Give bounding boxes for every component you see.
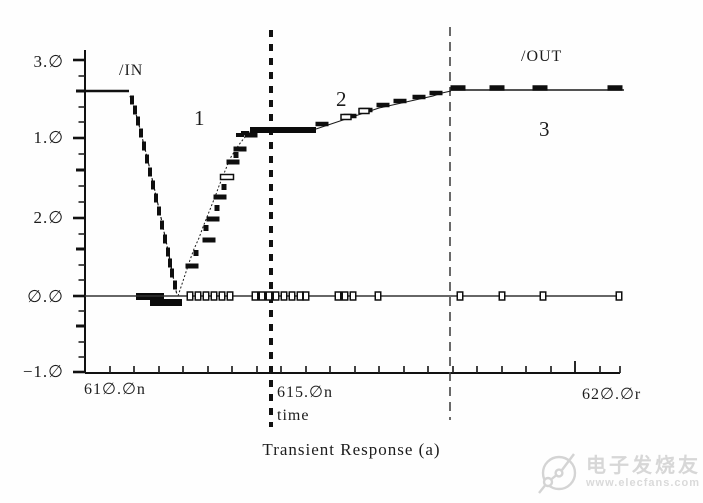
series-in-marker bbox=[170, 268, 174, 278]
region-label-3: 3 bbox=[539, 117, 551, 141]
series-in-marker bbox=[136, 116, 140, 126]
series-in-marker bbox=[139, 128, 143, 138]
baseline-square-marker bbox=[341, 291, 349, 301]
baseline-square-marker bbox=[280, 291, 288, 301]
series-out-marker bbox=[236, 133, 244, 137]
y-tick-label: 3.∅ bbox=[33, 52, 64, 71]
baseline-square-marker bbox=[258, 291, 266, 301]
series-out-square-marker bbox=[193, 250, 199, 256]
baseline-square-marker bbox=[296, 291, 304, 301]
series-in-marker bbox=[154, 193, 158, 203]
series-out-square-marker bbox=[233, 152, 239, 158]
series-out-open-marker bbox=[219, 173, 235, 181]
series-out-square-marker bbox=[203, 225, 209, 231]
series-out-marker bbox=[393, 98, 407, 104]
baseline-square-marker bbox=[265, 291, 273, 301]
series-out-plateau bbox=[250, 127, 316, 133]
baseline-square-marker bbox=[194, 291, 202, 301]
series-out-marker bbox=[489, 85, 505, 91]
baseline-square-marker bbox=[615, 291, 623, 301]
series-out-marker bbox=[607, 85, 623, 91]
baseline-square-marker bbox=[374, 291, 382, 301]
baseline-square-marker bbox=[302, 291, 310, 301]
baseline-square-marker bbox=[334, 291, 342, 301]
baseline-square-marker bbox=[186, 291, 194, 301]
series-in-marker bbox=[145, 154, 149, 164]
series-out-square-marker bbox=[221, 184, 227, 190]
series-out-marker bbox=[450, 85, 466, 91]
elecfans-logo-icon bbox=[538, 453, 577, 494]
y-tick-label: 2.∅ bbox=[33, 208, 64, 227]
series-out-marker bbox=[241, 131, 249, 135]
region-label-1: 1 bbox=[194, 106, 206, 130]
series-out-marker bbox=[412, 94, 426, 100]
baseline-square-marker bbox=[210, 291, 218, 301]
baseline-square-marker bbox=[288, 291, 296, 301]
series-in-marker bbox=[160, 220, 164, 230]
x-axis-title: time bbox=[277, 407, 310, 424]
chart-title: Transient Response (a) bbox=[262, 440, 441, 459]
series-out-square-marker bbox=[214, 205, 220, 211]
series-in-marker bbox=[157, 206, 161, 216]
series-out-marker bbox=[376, 102, 390, 108]
series-out-marker bbox=[532, 85, 548, 91]
series-out-marker bbox=[315, 121, 329, 127]
baseline-square-marker bbox=[202, 291, 210, 301]
x-tick-label: 615.∅n bbox=[277, 384, 333, 401]
baseline-square-marker bbox=[456, 291, 464, 301]
baseline-square-marker bbox=[226, 291, 234, 301]
watermark: 电子发烧友 www.elecfans.com bbox=[538, 447, 701, 497]
series-out-open-marker bbox=[358, 107, 370, 115]
series-out-marker bbox=[213, 194, 227, 200]
series-in-marker bbox=[148, 167, 152, 177]
x-tick-label: 62∅.∅r bbox=[582, 386, 642, 403]
baseline-square-marker bbox=[498, 291, 506, 301]
y-tick-label: ∅.∅ bbox=[27, 287, 64, 306]
baseline-square-marker bbox=[349, 291, 357, 301]
y-tick-label: −1.∅ bbox=[22, 362, 64, 381]
x-tick-label: 61∅.∅n bbox=[84, 381, 146, 398]
series-out-marker bbox=[185, 263, 199, 269]
series-out-marker bbox=[202, 237, 216, 243]
series-out-rise bbox=[177, 130, 252, 297]
series-in-marker bbox=[133, 105, 137, 115]
baseline-square-marker bbox=[539, 291, 547, 301]
series-in-marker bbox=[130, 95, 134, 105]
series-in-marker bbox=[151, 180, 155, 190]
baseline-square-marker bbox=[218, 291, 226, 301]
y-tick-label: 1.∅ bbox=[33, 128, 64, 147]
series-out-marker bbox=[233, 146, 247, 152]
baseline-square-marker bbox=[272, 291, 280, 301]
watermark-brand-text: 电子发烧友 bbox=[586, 454, 701, 477]
series-out-marker bbox=[226, 159, 240, 165]
series-out-marker bbox=[206, 216, 220, 222]
trace-label-in: /IN bbox=[119, 62, 144, 79]
series-out-marker bbox=[244, 132, 258, 138]
series-in-marker bbox=[142, 141, 146, 151]
series-in-marker bbox=[163, 234, 167, 244]
watermark-url-text: www.elecfans.com bbox=[586, 476, 701, 489]
series-out-marker bbox=[429, 90, 443, 96]
series-in-marker bbox=[173, 280, 177, 290]
series-in-marker bbox=[166, 247, 170, 257]
region-label-2: 2 bbox=[336, 87, 348, 111]
series-in-marker bbox=[168, 258, 172, 268]
series-out-open-marker bbox=[340, 113, 352, 121]
trace-label-out: /OUT bbox=[521, 48, 563, 65]
series-in-low-bar bbox=[150, 299, 182, 306]
baseline-square-marker bbox=[251, 291, 259, 301]
